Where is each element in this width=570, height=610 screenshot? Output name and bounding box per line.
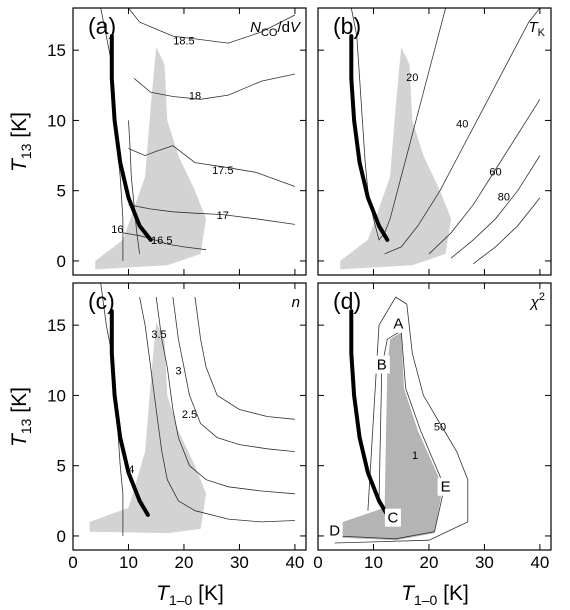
contour-label: 2.5 (182, 409, 197, 421)
point-label-A: A (393, 316, 403, 333)
contour-label: 20 (406, 72, 418, 84)
point-label-bg (384, 508, 401, 527)
quantity-label: NCO/dV (250, 19, 302, 39)
contour-label: 3.5 (151, 329, 166, 341)
x-tick-label: 10 (119, 553, 138, 572)
x-tick-label: 10 (364, 553, 383, 572)
contour-line (428, 99, 541, 255)
point-label-E: E (441, 479, 451, 496)
contour-line (194, 297, 295, 420)
quantity-label: n (292, 294, 300, 311)
point-label-bg (326, 521, 343, 540)
plot-area (340, 8, 541, 270)
contour-label: 40 (456, 119, 468, 131)
y-tick-label: 10 (47, 386, 66, 405)
y-tick-label: 5 (57, 457, 66, 476)
x-tick-label: 20 (419, 553, 438, 572)
panel-frame (72, 7, 307, 276)
y-tick-label: 10 (47, 111, 66, 130)
plot-area (334, 296, 469, 544)
y-tick-label: 15 (47, 316, 66, 335)
panel-tag: (a) (88, 13, 116, 39)
y-tick-label: 0 (57, 527, 66, 546)
contour-line (172, 297, 295, 452)
panel-4: 50 1 A B C D E 0 10 20 30 40 (d) χ2 (313, 282, 552, 572)
contour-label: 16.5 (151, 235, 172, 247)
x-tick-label: 20 (174, 553, 193, 572)
y-axis-label: T13 [K] (8, 387, 34, 447)
contour-label: 4 (128, 464, 134, 476)
x-tick-label: 40 (285, 553, 304, 572)
contour-line (350, 8, 446, 241)
contour-line (128, 120, 140, 254)
contour-line (128, 8, 296, 44)
contour-label: 80 (498, 192, 510, 204)
black-curve (349, 309, 390, 517)
contour-label: 1 (412, 450, 418, 462)
point-label-bg (437, 477, 454, 496)
shaded-region (334, 332, 443, 541)
panel-frame (317, 282, 552, 551)
contour-line (334, 296, 469, 544)
point-label-C: C (387, 510, 398, 527)
x-tick-label: 40 (530, 553, 549, 572)
plot-area (95, 8, 296, 270)
x-tick-label: 30 (475, 553, 494, 572)
contour-label: 3 (175, 365, 181, 377)
point-label-bg (390, 314, 407, 333)
panel-1: 18.5 18 17.5 17 16.5 16 0 5 10 15 (a) NCO/dV (47, 7, 307, 276)
x-axis-label: T1–0 [K] (156, 582, 224, 608)
contour-line (155, 297, 295, 495)
contour-line (128, 145, 296, 187)
contour-line (128, 204, 295, 225)
x-axis-label: T1–0 [K] (401, 582, 469, 608)
contour-label: 17 (217, 210, 229, 222)
point-label-bg (373, 355, 390, 374)
contour-line (384, 8, 541, 255)
shaded-region (89, 322, 207, 534)
black-curve (109, 309, 150, 517)
x-tick-label: 0 (68, 553, 77, 572)
contour-label: 17.5 (212, 165, 233, 177)
panel-frame (317, 7, 552, 276)
contour-label: 16 (111, 224, 123, 236)
y-axis-label: T13 [K] (8, 112, 34, 172)
contour-label: 60 (489, 166, 501, 178)
y-tick-label: 0 (57, 252, 66, 271)
quantity-label: χ2 (529, 291, 545, 311)
contour-line (473, 197, 541, 265)
contour-line (133, 73, 295, 100)
plot-area (89, 283, 295, 536)
point-label-D: D (329, 522, 340, 539)
contour-line (139, 297, 295, 523)
contour-label: 18 (189, 90, 201, 102)
y-tick-label: 15 (47, 41, 66, 60)
black-curve (109, 34, 153, 242)
shaded-region (340, 47, 452, 270)
contour-line (334, 330, 445, 540)
panel-2: 20 40 60 80 (b) TK (317, 7, 552, 276)
panel-frame (72, 282, 307, 551)
panel-tag: (b) (333, 13, 361, 39)
contour-line (450, 155, 541, 259)
x-tick-label: 30 (230, 553, 249, 572)
x-tick-label: 0 (313, 553, 322, 572)
shaded-region (95, 47, 207, 270)
contour-label: 50 (434, 422, 446, 434)
contour-label: 18.5 (173, 36, 194, 48)
panel-tag: (c) (88, 288, 115, 314)
panel-tag: (d) (333, 288, 361, 314)
point-label-B: B (377, 356, 387, 373)
quantity-label: TK (528, 19, 545, 39)
black-curve (349, 34, 390, 242)
y-tick-label: 5 (57, 182, 66, 201)
